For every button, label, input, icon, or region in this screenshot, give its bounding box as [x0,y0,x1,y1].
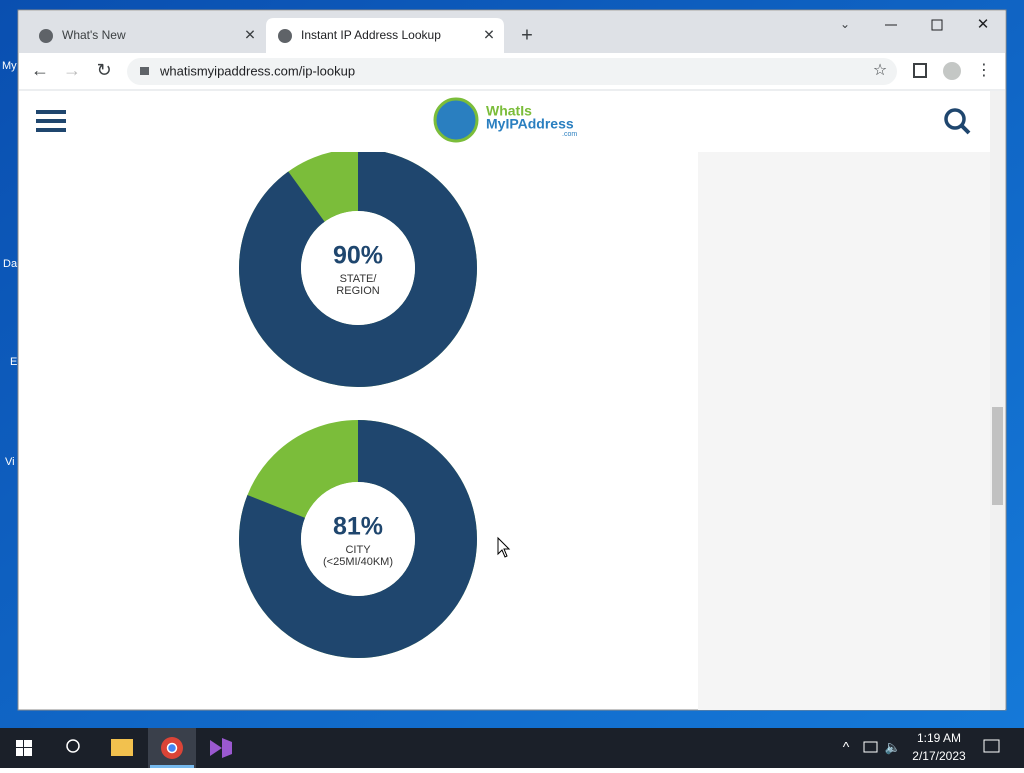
donut-caption: CITY [345,544,371,556]
tab-icon [278,29,292,43]
hamburger-bar [36,110,66,114]
donut-hole [301,482,415,596]
profile[interactable] [943,62,961,80]
notifications[interactable] [983,739,1000,753]
charts: 90% STATE/REGION 81% CITY(<25MI/40KM) [239,152,477,658]
tray-chevron[interactable]: ^ [843,739,850,755]
volume-icon[interactable]: 🔈 [885,739,901,755]
desktop-icon-label[interactable]: Da [3,258,18,270]
new-tab-button[interactable]: + [521,24,533,46]
menu[interactable]: ⋮ [976,62,992,79]
lock-icon [140,67,149,75]
forward-button[interactable]: → [63,60,81,80]
logo-text[interactable]: WhatIs [486,103,532,119]
tab-title[interactable]: What's New [62,28,126,42]
vs-icon[interactable] [210,738,232,758]
side-panel[interactable] [913,63,927,78]
start-tile [24,740,32,747]
donut-value: 81% [333,513,383,541]
logo-text[interactable]: .com [562,131,577,138]
chrome-icon-center [166,742,178,754]
close-window[interactable]: ✕ [977,16,990,33]
tab-close[interactable]: ✕ [483,27,495,43]
tab-search[interactable]: ⌄ [840,17,850,31]
logo-globe[interactable] [433,97,479,143]
start-tile [16,740,23,747]
hamburger[interactable] [36,110,66,132]
search-taskbar[interactable] [66,739,80,753]
tab-strip [19,11,1005,53]
donut-segment [239,152,477,387]
start-tile [24,748,32,756]
donut-caption: STATE/ [340,273,378,285]
tab-title[interactable]: Instant IP Address Lookup [301,28,441,42]
scroll-thumb[interactable] [992,407,1003,505]
url[interactable]: whatismyipaddress.com/ip-lookup [159,63,355,78]
sidebar [698,152,990,710]
bookmark-star[interactable]: ☆ [873,62,887,79]
logo-text[interactable]: MyIPAddress [486,116,574,132]
donut-caption: (<25MI/40KM) [323,556,393,568]
desktop-icon-label[interactable]: My [2,60,17,72]
mouse-cursor [497,536,511,558]
active-tab[interactable] [266,18,504,53]
desktop-icon-label[interactable]: Vi [5,456,15,468]
network-icon[interactable] [863,741,878,753]
desktop-icon-label[interactable]: E [10,356,17,368]
tab-close[interactable]: ✕ [244,27,256,43]
maximize[interactable] [931,19,943,31]
back-button[interactable]: ← [31,60,49,80]
start-tile [16,748,23,756]
scrollbar [990,91,1005,710]
donut-segment [239,420,477,658]
donut-caption: REGION [336,285,379,297]
hamburger-bar [36,119,66,123]
tab-icon [39,29,53,43]
address-bar[interactable] [127,58,897,85]
donut-hole [301,211,415,325]
hamburger-bar [36,128,66,132]
search-icon-handle [960,124,971,135]
clock-time[interactable]: 1:19 AM [917,731,961,745]
active-indicator [150,765,194,768]
donut-value: 90% [333,242,383,270]
search-icon[interactable] [944,108,966,130]
start-button[interactable] [16,740,32,756]
clock-date[interactable]: 2/17/2023 [912,749,966,763]
explorer-icon[interactable] [111,739,133,756]
reload-button[interactable]: ↻ [96,60,111,80]
